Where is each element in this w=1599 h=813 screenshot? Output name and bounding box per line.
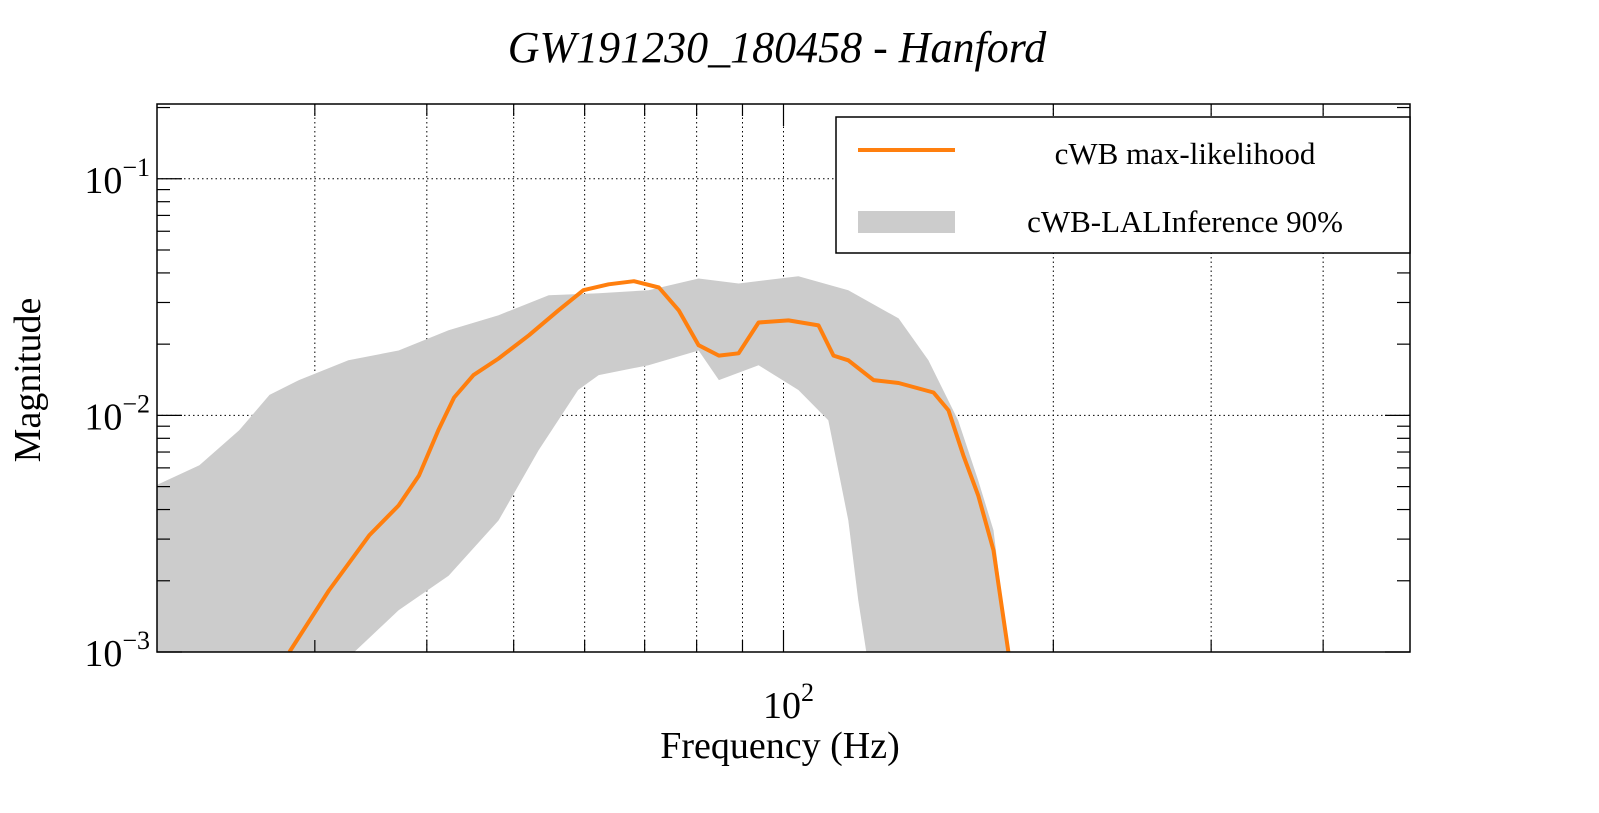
y-tick-label: 10−1 <box>84 153 150 202</box>
y-tick-labels: 10−1 10−2 10−3 <box>84 153 150 675</box>
max-likelihood-line <box>287 279 1011 652</box>
y-tick-label: 10−3 <box>84 626 150 675</box>
legend: cWB max-likelihood cWB-LALInference 90% <box>835 116 1411 254</box>
y-axis-label: Magnitude <box>7 298 49 463</box>
legend-label-max-likelihood: cWB max-likelihood <box>1055 136 1316 171</box>
x-axis-label: Frequency (Hz) <box>660 725 900 767</box>
confidence-band <box>157 276 1009 652</box>
x-tick-label: 102 <box>763 678 814 727</box>
x-tick-labels: 102 <box>763 678 814 727</box>
legend-band-swatch <box>858 211 955 233</box>
y-tick-label: 10−2 <box>84 389 150 438</box>
axis-ticks <box>157 104 1410 653</box>
chart-title: GW191230_180458 - Hanford <box>508 23 1048 72</box>
legend-label-90-percent: cWB-LALInference 90% <box>1027 204 1343 239</box>
